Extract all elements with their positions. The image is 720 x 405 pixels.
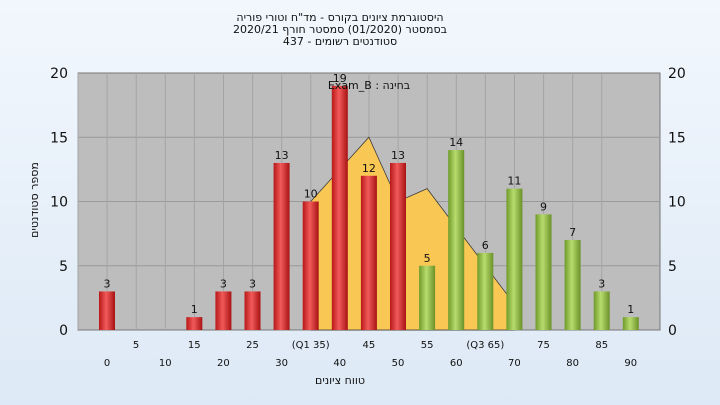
exam-annotation: Exam_B : בחינה bbox=[328, 79, 410, 92]
x-tick-label: 70 bbox=[508, 358, 521, 369]
bar bbox=[593, 291, 610, 330]
y-tick-label: 15 bbox=[50, 130, 68, 146]
x-tick-label: 15 bbox=[188, 340, 201, 351]
x-tick-label: (Q3 65) bbox=[466, 340, 504, 351]
data-label: 1 bbox=[627, 303, 634, 316]
data-label: 6 bbox=[482, 239, 489, 252]
x-tick-label: 50 bbox=[392, 358, 405, 369]
title-line: בסמסטר (01/2020) סמסטר חורף 2020/21 bbox=[233, 23, 447, 36]
x-tick-label: 40 bbox=[333, 358, 346, 369]
x-tick-label: 5 bbox=[133, 340, 139, 351]
bar bbox=[419, 265, 436, 330]
y-axis-label: מספר סטודנטים bbox=[28, 162, 41, 238]
x-tick-label: 80 bbox=[566, 358, 579, 369]
y-tick-label: 10 bbox=[50, 195, 68, 211]
y-tick-label: 15 bbox=[668, 130, 686, 146]
x-tick-label: 60 bbox=[450, 358, 463, 369]
data-label: 11 bbox=[507, 175, 521, 188]
bar bbox=[273, 162, 290, 330]
data-label: 3 bbox=[598, 277, 605, 290]
x-tick-label: 45 bbox=[363, 340, 376, 351]
x-tick-label: 90 bbox=[624, 358, 637, 369]
y-tick-label: 20 bbox=[668, 66, 686, 82]
bar bbox=[390, 162, 406, 330]
x-tick-label: (Q1 35) bbox=[292, 340, 330, 351]
x-tick-label: 85 bbox=[595, 340, 608, 351]
bar bbox=[244, 291, 261, 330]
data-label: 13 bbox=[391, 149, 405, 162]
y-tick-label: 5 bbox=[59, 259, 68, 275]
data-label: 12 bbox=[362, 162, 376, 175]
x-tick-label: 55 bbox=[421, 340, 434, 351]
data-label: 10 bbox=[304, 188, 318, 201]
data-label: 9 bbox=[540, 200, 547, 213]
data-label: 13 bbox=[275, 149, 289, 162]
bar bbox=[99, 291, 115, 330]
x-tick-label: 0 bbox=[104, 358, 110, 369]
title-line: היסטוגרמת ציונים בקורס - מד"ח וטורי פורי… bbox=[236, 11, 443, 24]
data-label: 19 bbox=[333, 72, 347, 85]
chart-title: היסטוגרמת ציונים בקורס - מד"ח וטורי פורי… bbox=[233, 11, 447, 48]
bar bbox=[331, 85, 348, 330]
data-label: 5 bbox=[424, 252, 431, 265]
y-axis-left: 0 5 10 15 20 bbox=[50, 66, 68, 339]
data-label: 3 bbox=[220, 277, 227, 290]
bar bbox=[302, 201, 319, 330]
data-label: 1 bbox=[191, 303, 198, 316]
data-label: 3 bbox=[249, 277, 256, 290]
y-tick-label: 5 bbox=[668, 259, 677, 275]
x-tick-label: 25 bbox=[246, 340, 259, 351]
y-tick-label: 0 bbox=[59, 323, 68, 339]
bar bbox=[360, 175, 377, 330]
bar bbox=[564, 240, 581, 330]
bar bbox=[477, 252, 494, 330]
y-tick-label: 20 bbox=[50, 66, 68, 82]
bar bbox=[215, 291, 232, 330]
bars bbox=[99, 85, 639, 330]
bar bbox=[448, 150, 465, 330]
data-label: 3 bbox=[104, 277, 111, 290]
y-tick-label: 10 bbox=[668, 195, 686, 211]
bar bbox=[506, 188, 523, 330]
x-tick-label: 75 bbox=[537, 340, 550, 351]
y-tick-label: 0 bbox=[668, 323, 677, 339]
y-axis-right: 0 5 10 15 20 bbox=[668, 66, 686, 339]
x-tick-label: 20 bbox=[217, 358, 230, 369]
data-label: 7 bbox=[569, 226, 576, 239]
title-line: סטודנטים רשומים - 437 bbox=[283, 35, 397, 48]
bar bbox=[622, 317, 639, 330]
data-label: 14 bbox=[449, 136, 463, 149]
x-axis-label: טווח ציונים bbox=[315, 374, 365, 387]
x-axis: 0 5 10 15 20 25 30 (Q1 35)40 45 50 55 60(Q3 65) 70 75… bbox=[104, 340, 637, 369]
x-tick-label: 30 bbox=[275, 358, 288, 369]
x-tick-label: 10 bbox=[159, 358, 172, 369]
bar bbox=[186, 317, 203, 330]
bar bbox=[535, 214, 552, 330]
